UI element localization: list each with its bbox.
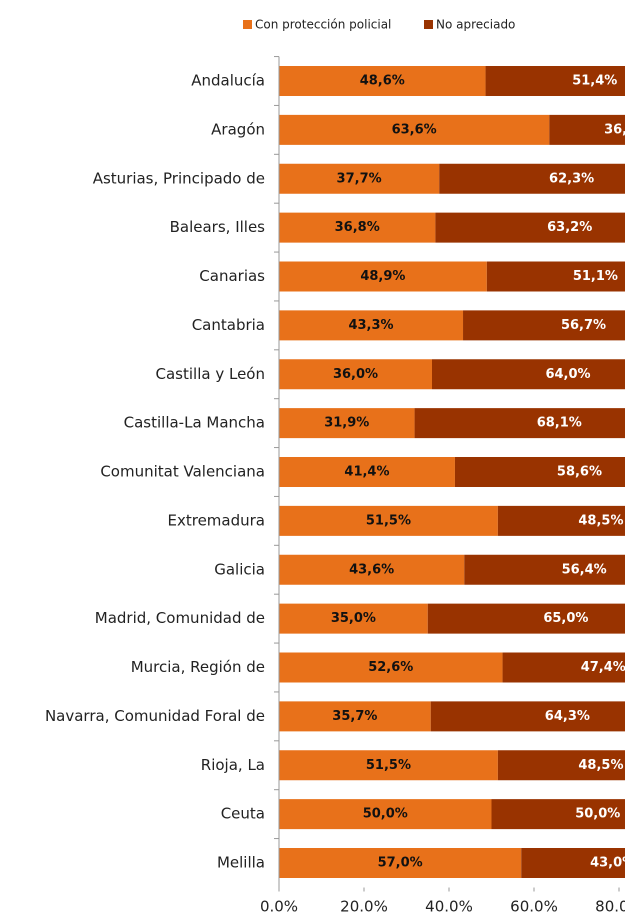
bar-segment bbox=[279, 750, 498, 781]
bar-segment bbox=[497, 750, 625, 781]
value-label: 50,0% bbox=[363, 807, 408, 822]
bar-segment bbox=[463, 310, 625, 341]
bar-segment bbox=[497, 505, 625, 536]
value-label: 35,7% bbox=[332, 709, 377, 724]
bar-segment bbox=[427, 603, 625, 634]
category-label: Asturias, Principado de bbox=[93, 169, 265, 187]
legend-label: No apreciado bbox=[436, 18, 515, 32]
value-label: 36,4% bbox=[604, 122, 625, 137]
bar-segment bbox=[279, 163, 440, 194]
bar-segment bbox=[279, 554, 465, 585]
value-label: 48,9% bbox=[360, 269, 405, 284]
bar-segment bbox=[430, 701, 625, 732]
bar-segment bbox=[521, 848, 625, 878]
category-label: Castilla y León bbox=[156, 365, 265, 383]
value-label: 35,0% bbox=[331, 611, 376, 626]
bar-segment bbox=[435, 212, 625, 243]
value-label: 63,6% bbox=[392, 122, 437, 137]
bar-segment bbox=[414, 408, 625, 439]
value-label: 48,5% bbox=[578, 758, 623, 773]
value-label: 58,6% bbox=[557, 465, 602, 480]
bar-segment bbox=[279, 652, 503, 683]
value-label: 57,0% bbox=[378, 856, 423, 871]
value-label: 65,0% bbox=[543, 611, 588, 626]
value-label: 50,0% bbox=[575, 807, 620, 822]
bar-segment bbox=[279, 457, 455, 487]
bar-segment bbox=[486, 261, 625, 292]
value-label: 36,0% bbox=[333, 367, 378, 382]
bar-segment bbox=[279, 212, 436, 243]
bar-segment bbox=[439, 163, 625, 194]
category-label: Cantabria bbox=[192, 316, 265, 334]
legend-swatch bbox=[424, 20, 433, 29]
value-label: 48,6% bbox=[360, 74, 405, 89]
category-label: Galicia bbox=[214, 560, 265, 578]
category-label: Aragón bbox=[211, 120, 265, 138]
value-label: 68,1% bbox=[537, 416, 582, 431]
category-label: Melilla bbox=[217, 854, 265, 872]
value-label: 37,7% bbox=[337, 171, 382, 186]
value-label: 51,5% bbox=[366, 513, 411, 528]
bar-segment bbox=[279, 66, 486, 96]
x-tick-label: 80.0% bbox=[595, 898, 625, 916]
bar-segment bbox=[485, 66, 625, 96]
category-label: Murcia, Región de bbox=[131, 658, 265, 676]
bar-segment bbox=[502, 652, 625, 683]
value-label: 64,0% bbox=[545, 367, 590, 382]
bar-segment bbox=[491, 799, 625, 830]
value-label: 43,0% bbox=[590, 856, 625, 871]
value-label: 56,4% bbox=[562, 562, 607, 577]
category-label: Canarias bbox=[199, 267, 265, 285]
category-label: Madrid, Comunidad de bbox=[95, 609, 265, 627]
value-label: 36,8% bbox=[335, 220, 380, 235]
bar-segment bbox=[279, 261, 487, 292]
bar-segment bbox=[279, 114, 550, 145]
value-label: 51,5% bbox=[366, 758, 411, 773]
bar-segment bbox=[549, 114, 625, 145]
category-label: Comunitat Valenciana bbox=[100, 463, 265, 481]
category-label: Navarra, Comunidad Foral de bbox=[45, 707, 265, 725]
bar-segment bbox=[279, 848, 522, 878]
bar-segment bbox=[279, 408, 415, 439]
bar-segment bbox=[279, 701, 431, 732]
bar-segment bbox=[279, 799, 492, 830]
bar-segment bbox=[464, 554, 625, 585]
value-label: 52,6% bbox=[368, 660, 413, 675]
x-tick-label: 40.0% bbox=[425, 898, 473, 916]
legend-label: Con protección policial bbox=[255, 18, 391, 32]
category-label: Castilla-La Mancha bbox=[124, 414, 265, 432]
value-label: 41,4% bbox=[344, 465, 389, 480]
bar-segment bbox=[279, 603, 428, 634]
bar-segment bbox=[279, 310, 464, 341]
category-label: Rioja, La bbox=[201, 756, 265, 774]
value-label: 51,4% bbox=[572, 74, 617, 89]
value-label: 56,7% bbox=[561, 318, 606, 333]
value-label: 51,1% bbox=[573, 269, 618, 284]
value-label: 63,2% bbox=[547, 220, 592, 235]
value-label: 43,6% bbox=[349, 562, 394, 577]
value-label: 48,5% bbox=[578, 513, 623, 528]
bar-segment bbox=[279, 505, 498, 536]
x-tick-label: 20.0% bbox=[340, 898, 388, 916]
legend-swatch bbox=[243, 20, 252, 29]
x-tick-label: 0.0% bbox=[260, 898, 298, 916]
value-label: 31,9% bbox=[324, 416, 369, 431]
category-label: Ceuta bbox=[221, 805, 265, 823]
bar-segment bbox=[454, 457, 625, 487]
value-label: 43,3% bbox=[348, 318, 393, 333]
x-tick-label: 60.0% bbox=[510, 898, 558, 916]
value-label: 62,3% bbox=[549, 171, 594, 186]
category-label: Extremadura bbox=[168, 511, 266, 529]
bar-segment bbox=[432, 359, 625, 390]
value-label: 47,4% bbox=[581, 660, 625, 675]
category-label: Balears, Illes bbox=[170, 218, 266, 236]
category-label: Andalucía bbox=[191, 72, 265, 90]
bar-segment bbox=[279, 359, 432, 390]
value-label: 64,3% bbox=[545, 709, 590, 724]
